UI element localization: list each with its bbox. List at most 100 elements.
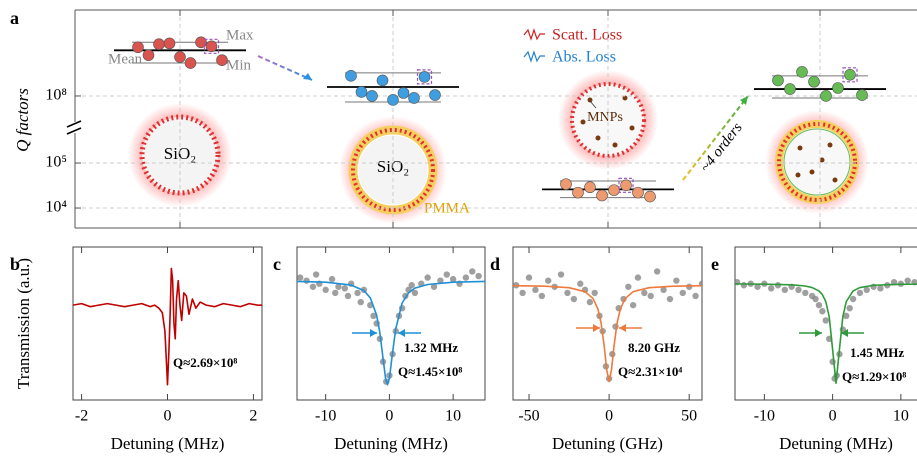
point	[577, 280, 584, 287]
point	[856, 89, 868, 101]
panel-letter: a	[10, 8, 19, 28]
ring-mnps	[558, 70, 658, 170]
point	[856, 289, 864, 297]
legend-text: Scatt. Loss	[552, 27, 622, 44]
x-tick-label: 0	[164, 408, 172, 425]
point	[796, 66, 808, 78]
point	[632, 186, 644, 199]
point	[877, 285, 884, 292]
point	[335, 283, 342, 290]
point	[205, 40, 218, 53]
arrow-head	[740, 96, 748, 105]
ring-pmma	[339, 116, 447, 224]
point	[418, 71, 431, 83]
point	[586, 298, 594, 306]
x-axis-title: Detuning (MHz)	[111, 434, 225, 453]
annotation: Q≈2.31×10⁴	[618, 364, 682, 379]
point	[570, 295, 578, 303]
annotation: Q≈1.29×10⁸	[842, 369, 906, 384]
point	[475, 272, 482, 280]
x-tick-label: 0	[385, 408, 393, 425]
y-tick-label: 10⁴	[45, 199, 67, 216]
point	[309, 283, 317, 290]
point	[673, 277, 680, 284]
width-arrow-head	[815, 329, 822, 337]
annotation: Max	[226, 27, 254, 43]
point	[443, 271, 450, 278]
y-tick-label: 10⁸	[45, 87, 67, 104]
point	[538, 292, 546, 300]
x-tick-label: -10	[315, 408, 336, 425]
panel-letter: d	[490, 254, 500, 274]
axis-break	[66, 120, 82, 135]
x-tick-label: 0	[605, 408, 613, 425]
point	[429, 89, 441, 101]
point	[132, 41, 144, 54]
x-tick-label: -50	[518, 408, 539, 425]
panel-letter: b	[10, 254, 20, 274]
annotation: Q≈2.69×10⁸	[173, 355, 237, 370]
point	[795, 286, 802, 294]
plot-area	[73, 267, 262, 386]
point	[819, 308, 826, 315]
point	[345, 70, 357, 82]
point	[216, 54, 228, 66]
highlight-box	[618, 177, 634, 193]
point	[411, 289, 419, 297]
point	[820, 90, 832, 102]
annotation: 1.32 MHz	[404, 340, 458, 355]
panel-letter: e	[711, 254, 719, 274]
point	[596, 189, 608, 202]
point	[904, 277, 911, 284]
point	[449, 275, 457, 283]
point	[469, 268, 476, 275]
annotation: Q≈1.45×10⁸	[398, 364, 462, 379]
point	[625, 283, 632, 290]
point	[344, 292, 352, 300]
highlight-box	[416, 69, 433, 85]
x-tick-label: 50	[681, 408, 697, 425]
plot-frame	[512, 246, 703, 401]
x-axis-title: Detuning (MHz)	[334, 434, 448, 453]
point	[846, 305, 853, 312]
plot-frame	[734, 246, 917, 401]
point	[781, 286, 789, 294]
point	[849, 295, 857, 303]
x-tick-label: -10	[754, 408, 775, 425]
point	[376, 74, 389, 87]
annotation: ~4 orders	[697, 120, 745, 176]
plot-area	[735, 277, 917, 384]
annotation: MNPs	[587, 110, 623, 125]
point	[685, 283, 693, 290]
point	[647, 292, 654, 300]
point	[560, 178, 572, 190]
point	[584, 181, 596, 194]
point	[153, 38, 165, 51]
x-tick-label: 10	[893, 408, 909, 425]
point	[437, 277, 444, 284]
x-axis-title: Detuning (GHz)	[552, 434, 663, 453]
ring-final	[765, 110, 869, 214]
point	[519, 289, 526, 297]
panel-letter: c	[273, 254, 281, 274]
point	[163, 37, 176, 50]
point	[767, 285, 775, 292]
point	[822, 317, 829, 324]
x-tick-label: 10	[445, 408, 461, 425]
point	[303, 277, 310, 284]
width-arrow-head	[593, 324, 600, 332]
point	[808, 75, 820, 88]
point	[462, 274, 470, 281]
line-series	[297, 280, 485, 386]
point	[843, 312, 850, 320]
annotation: 1.45 MHz	[850, 345, 904, 360]
point	[641, 289, 648, 297]
point	[644, 190, 656, 203]
point	[754, 283, 761, 290]
point	[844, 68, 856, 81]
point	[679, 289, 686, 297]
line-series	[735, 283, 917, 384]
point	[424, 274, 431, 281]
point	[312, 271, 320, 278]
